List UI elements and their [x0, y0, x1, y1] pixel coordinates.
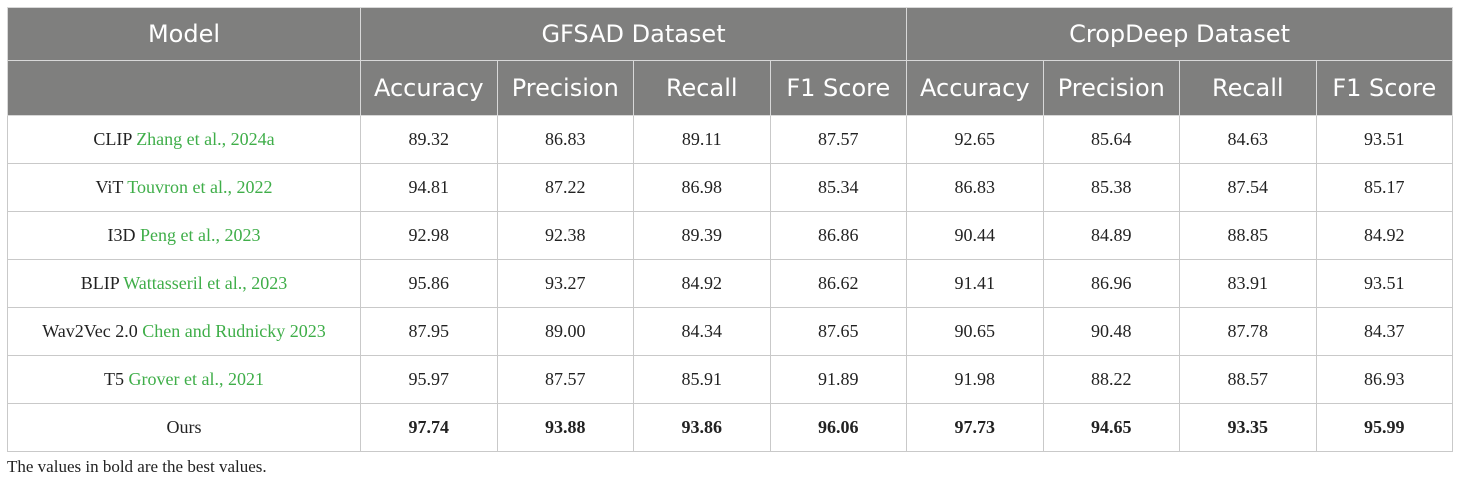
- value-cell: 93.51: [1315, 259, 1454, 308]
- value-cell: 85.38: [1042, 163, 1181, 212]
- header-metric: Recall: [1179, 60, 1317, 116]
- model-cell: Ours: [7, 403, 361, 452]
- model-cell: I3D Peng et al., 2023: [7, 211, 361, 260]
- value-cell: 92.38: [496, 211, 634, 260]
- value-cell: 87.54: [1179, 163, 1317, 212]
- results-table: Model GFSAD Dataset CropDeep Dataset Acc…: [7, 7, 1454, 452]
- citation-link[interactable]: Touvron et al., 2022: [127, 177, 273, 197]
- value-cell: 87.95: [360, 307, 498, 356]
- header-metric: Accuracy: [906, 60, 1044, 116]
- value-cell: 85.64: [1042, 115, 1181, 164]
- value-cell: 86.96: [1042, 259, 1181, 308]
- model-name: Wav2Vec 2.0: [42, 321, 138, 341]
- value-cell: 87.78: [1179, 307, 1317, 356]
- value-cell: 85.91: [633, 355, 771, 404]
- value-cell: 93.51: [1315, 115, 1454, 164]
- value-cell: 91.98: [906, 355, 1044, 404]
- model-cell: BLIP Wattasseril et al., 2023: [7, 259, 361, 308]
- value-cell: 84.34: [633, 307, 771, 356]
- table-header: Model GFSAD Dataset CropDeep Dataset Acc…: [7, 7, 1454, 116]
- header-model: Model: [7, 7, 361, 61]
- model-name: BLIP: [80, 273, 120, 293]
- model-cell: T5 Grover et al., 2021: [7, 355, 361, 404]
- value-cell: 95.86: [360, 259, 498, 308]
- value-cell: 88.85: [1179, 211, 1317, 260]
- value-cell: 90.48: [1042, 307, 1181, 356]
- value-cell-best: 93.86: [633, 403, 771, 452]
- value-cell: 95.97: [360, 355, 498, 404]
- model-name: Ours: [166, 417, 202, 437]
- value-cell: 90.65: [906, 307, 1044, 356]
- citation-link[interactable]: Grover et al., 2021: [128, 369, 264, 389]
- value-cell: 89.00: [496, 307, 634, 356]
- table-row: I3D Peng et al., 2023 92.98 92.38 89.39 …: [7, 211, 1454, 260]
- table-row: Wav2Vec 2.0 Chen and Rudnicky 2023 87.95…: [7, 307, 1454, 356]
- value-cell: 92.65: [906, 115, 1044, 164]
- value-cell: 91.41: [906, 259, 1044, 308]
- value-cell: 84.92: [633, 259, 771, 308]
- value-cell: 86.83: [906, 163, 1044, 212]
- value-cell-best: 97.74: [360, 403, 498, 452]
- model-name: ViT: [95, 177, 124, 197]
- value-cell-best: 93.35: [1179, 403, 1317, 452]
- header-metric: Accuracy: [360, 60, 498, 116]
- table-footnote: The values in bold are the best values.: [7, 457, 267, 476]
- value-cell: 87.65: [769, 307, 908, 356]
- table-row: ViT Touvron et al., 2022 94.81 87.22 86.…: [7, 163, 1454, 212]
- header-metric: Precision: [1042, 60, 1181, 116]
- value-cell-best: 95.99: [1315, 403, 1454, 452]
- model-name: CLIP: [93, 129, 132, 149]
- value-cell: 86.62: [769, 259, 908, 308]
- value-cell: 86.83: [496, 115, 634, 164]
- value-cell: 89.39: [633, 211, 771, 260]
- table-row: BLIP Wattasseril et al., 2023 95.86 93.2…: [7, 259, 1454, 308]
- value-cell: 88.22: [1042, 355, 1181, 404]
- value-cell: 89.11: [633, 115, 771, 164]
- model-name: T5: [104, 369, 125, 389]
- value-cell-best: 96.06: [769, 403, 908, 452]
- model-cell: ViT Touvron et al., 2022: [7, 163, 361, 212]
- header-metric: F1 Score: [769, 60, 908, 116]
- value-cell: 91.89: [769, 355, 908, 404]
- value-cell: 93.27: [496, 259, 634, 308]
- value-cell: 84.37: [1315, 307, 1454, 356]
- header-metric: Recall: [633, 60, 771, 116]
- value-cell: 94.81: [360, 163, 498, 212]
- value-cell: 90.44: [906, 211, 1044, 260]
- header-metric: F1 Score: [1315, 60, 1454, 116]
- model-cell: CLIP Zhang et al., 2024a: [7, 115, 361, 164]
- model-cell: Wav2Vec 2.0 Chen and Rudnicky 2023: [7, 307, 361, 356]
- header-metric: Precision: [496, 60, 634, 116]
- value-cell: 84.89: [1042, 211, 1181, 260]
- value-cell: 86.86: [769, 211, 908, 260]
- value-cell-best: 97.73: [906, 403, 1044, 452]
- citation-link[interactable]: Wattasseril et al., 2023: [123, 273, 288, 293]
- value-cell: 86.98: [633, 163, 771, 212]
- table-row: T5 Grover et al., 2021 95.97 87.57 85.91…: [7, 355, 1454, 404]
- citation-link[interactable]: Zhang et al., 2024a: [136, 129, 275, 149]
- value-cell: 87.57: [496, 355, 634, 404]
- value-cell-best: 94.65: [1042, 403, 1181, 452]
- citation-link[interactable]: Chen and Rudnicky 2023: [142, 321, 326, 341]
- value-cell-best: 93.88: [496, 403, 634, 452]
- header-model-spacer: [7, 60, 361, 116]
- model-name: I3D: [107, 225, 136, 245]
- table-body: CLIP Zhang et al., 2024a 89.32 86.83 89.…: [7, 115, 1454, 452]
- table-row-ours: Ours 97.74 93.88 93.86 96.06 97.73 94.65…: [7, 403, 1454, 452]
- table-row: CLIP Zhang et al., 2024a 89.32 86.83 89.…: [7, 115, 1454, 164]
- header-group-cropdeep: CropDeep Dataset: [906, 7, 1454, 61]
- citation-link[interactable]: Peng et al., 2023: [140, 225, 261, 245]
- value-cell: 85.34: [769, 163, 908, 212]
- header-group-gfsad: GFSAD Dataset: [359, 7, 908, 61]
- value-cell: 83.91: [1179, 259, 1317, 308]
- value-cell: 87.22: [496, 163, 634, 212]
- value-cell: 87.57: [769, 115, 908, 164]
- value-cell: 86.93: [1315, 355, 1454, 404]
- value-cell: 88.57: [1179, 355, 1317, 404]
- value-cell: 84.92: [1315, 211, 1454, 260]
- value-cell: 92.98: [360, 211, 498, 260]
- value-cell: 85.17: [1315, 163, 1454, 212]
- value-cell: 89.32: [360, 115, 498, 164]
- value-cell: 84.63: [1179, 115, 1317, 164]
